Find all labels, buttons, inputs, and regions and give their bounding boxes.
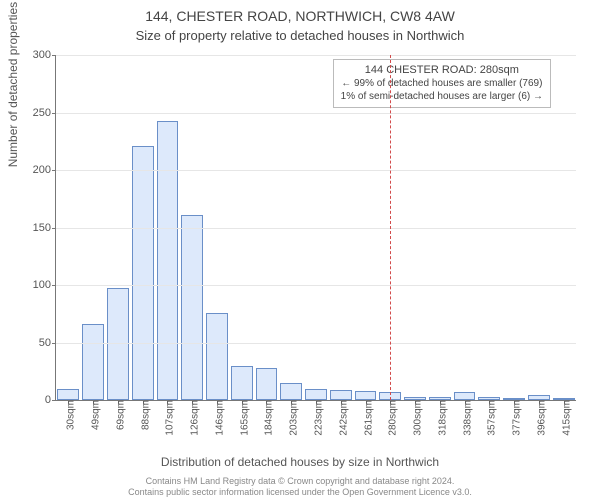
property-size-histogram: 144, CHESTER ROAD, NORTHWICH, CW8 4AW Si…: [0, 0, 600, 500]
attribution-line2: Contains public sector information licen…: [0, 487, 600, 498]
xtick-label: 280sqm: [382, 400, 399, 436]
ytick-label: 100: [33, 279, 56, 291]
xtick-label: 184sqm: [258, 400, 275, 436]
grid-line: [56, 343, 576, 344]
ytick-label: 250: [33, 107, 56, 119]
ytick-label: 300: [33, 49, 56, 61]
annotation-line3: 1% of semi-detached houses are larger (6…: [341, 90, 543, 103]
bar: [256, 368, 278, 400]
xtick-label: 338sqm: [456, 400, 473, 436]
bar: [355, 391, 377, 400]
bar: [330, 390, 352, 400]
ytick-label: 200: [33, 164, 56, 176]
annotation-box: 144 CHESTER ROAD: 280sqm ← 99% of detach…: [333, 59, 551, 108]
xtick-label: 165sqm: [233, 400, 250, 436]
bar: [132, 146, 154, 400]
bar: [181, 215, 203, 400]
xtick-label: 261sqm: [357, 400, 374, 436]
attribution: Contains HM Land Registry data © Crown c…: [0, 476, 600, 498]
xtick-label: 300sqm: [407, 400, 424, 436]
bar: [82, 324, 104, 400]
ytick-label: 50: [39, 337, 56, 349]
xtick-label: 203sqm: [283, 400, 300, 436]
ytick-label: 150: [33, 222, 56, 234]
grid-line: [56, 113, 576, 114]
chart-subtitle: Size of property relative to detached ho…: [0, 28, 600, 43]
xtick-label: 69sqm: [109, 400, 126, 430]
xtick-label: 396sqm: [530, 400, 547, 436]
bar: [206, 313, 228, 400]
grid-line: [56, 228, 576, 229]
xtick-label: 242sqm: [332, 400, 349, 436]
marker-line: [390, 55, 391, 400]
xtick-label: 146sqm: [208, 400, 225, 436]
xtick-label: 415sqm: [555, 400, 572, 436]
bar: [280, 383, 302, 400]
xtick-label: 88sqm: [134, 400, 151, 430]
xtick-label: 357sqm: [481, 400, 498, 436]
xtick-label: 49sqm: [85, 400, 102, 430]
plot-area: 144 CHESTER ROAD: 280sqm ← 99% of detach…: [55, 55, 576, 401]
attribution-line1: Contains HM Land Registry data © Crown c…: [0, 476, 600, 487]
xtick-label: 377sqm: [506, 400, 523, 436]
annotation-line1: 144 CHESTER ROAD: 280sqm: [341, 64, 543, 77]
chart-title: 144, CHESTER ROAD, NORTHWICH, CW8 4AW: [0, 8, 600, 24]
grid-line: [56, 55, 576, 56]
xtick-label: 126sqm: [184, 400, 201, 436]
x-axis-label: Distribution of detached houses by size …: [0, 455, 600, 469]
bar: [57, 389, 79, 401]
xtick-label: 107sqm: [159, 400, 176, 436]
bar: [157, 121, 179, 400]
bar: [305, 389, 327, 401]
bar: [454, 392, 476, 400]
annotation-line2: ← 99% of detached houses are smaller (76…: [341, 77, 543, 90]
ytick-label: 0: [45, 394, 56, 406]
bar: [107, 288, 129, 400]
bar: [231, 366, 253, 401]
grid-line: [56, 170, 576, 171]
xtick-label: 223sqm: [308, 400, 325, 436]
grid-line: [56, 285, 576, 286]
xtick-label: 318sqm: [431, 400, 448, 436]
y-axis-label: Number of detached properties: [6, 2, 20, 167]
xtick-label: 30sqm: [60, 400, 77, 430]
